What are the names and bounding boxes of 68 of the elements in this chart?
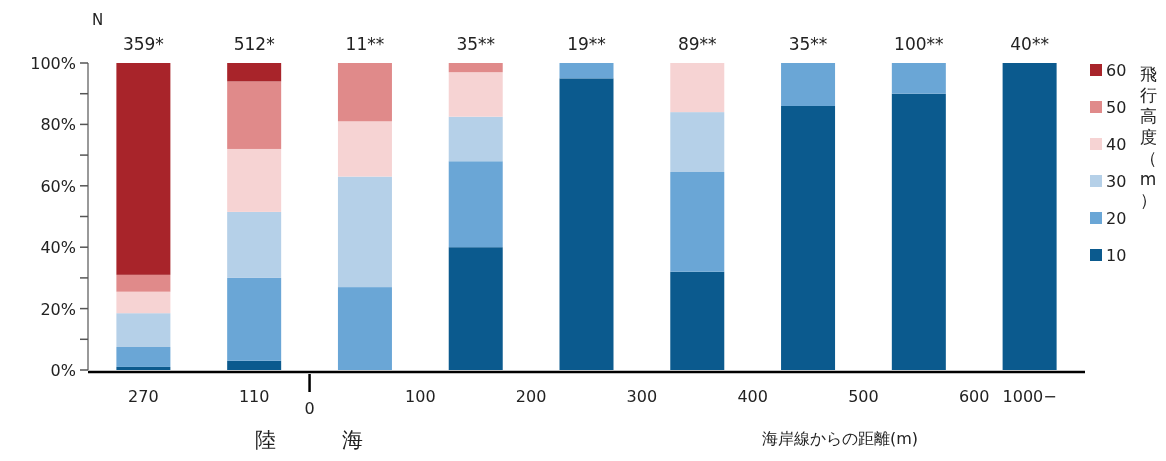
legend-label: 40: [1106, 135, 1127, 154]
bar: [1002, 63, 1057, 370]
bar: [116, 313, 171, 347]
text: 海: [341, 428, 363, 452]
text: 400: [737, 387, 768, 406]
bar: [116, 291, 171, 314]
bar: [448, 161, 503, 248]
text: 89**: [677, 34, 717, 54]
text: 1000−: [1002, 387, 1057, 406]
text: 359*: [122, 34, 164, 54]
legend-label: 50: [1106, 98, 1127, 117]
legend-title: 飛行高度（m）: [1139, 64, 1157, 210]
y-tick-label: 20%: [40, 299, 76, 319]
legend-label: 30: [1106, 172, 1127, 191]
bar: [227, 148, 282, 212]
text: 11**: [345, 34, 385, 54]
y-tick-label: 100%: [30, 54, 76, 73]
bar: [116, 346, 171, 367]
bar: [337, 121, 392, 177]
bar: [448, 63, 503, 73]
text: 19**: [567, 34, 606, 54]
bar: [116, 366, 171, 370]
bar: [670, 112, 725, 172]
text: 100**: [894, 34, 944, 54]
legend-label: 60: [1106, 61, 1127, 80]
bar: [116, 274, 171, 292]
bar: [891, 93, 946, 370]
bar: [448, 247, 503, 370]
bar: [116, 63, 171, 275]
legend-label: 20: [1106, 209, 1127, 228]
y-tick-label: 80%: [40, 115, 76, 135]
bar: [891, 63, 946, 94]
bar: [337, 63, 392, 122]
text: 300: [626, 387, 658, 406]
legend-label: 10: [1106, 246, 1127, 265]
y-tick-label: 0%: [50, 361, 76, 380]
text: 200: [515, 387, 547, 406]
text: 35**: [788, 34, 828, 54]
bar: [227, 360, 282, 370]
bar: [337, 287, 392, 370]
bar: [559, 78, 614, 370]
y-tick-label: 60%: [40, 176, 76, 196]
bar: [227, 277, 282, 361]
bar: [448, 72, 503, 117]
bar: [337, 176, 392, 288]
x-tick-label: 270: [128, 387, 159, 406]
text: 600: [958, 387, 990, 406]
bar: [781, 105, 836, 370]
bar: [227, 211, 282, 278]
text: 35**: [456, 34, 496, 54]
bar: [670, 171, 725, 272]
bar: [670, 271, 725, 370]
text: 500: [848, 387, 879, 406]
bar: [559, 63, 614, 79]
text: 0: [304, 399, 315, 418]
text: 40**: [1010, 34, 1049, 54]
bar: [227, 63, 282, 82]
text: 512*: [233, 34, 275, 54]
bar: [781, 63, 836, 106]
text: N: [92, 11, 104, 29]
y-tick-label: 40%: [40, 238, 76, 258]
x-axis-title: 海岸線からの距離(m): [761, 429, 919, 448]
bar: [670, 63, 725, 113]
x-tick-label: 110: [238, 387, 270, 406]
bar: [227, 81, 282, 149]
bar: [448, 116, 503, 162]
text: 陸: [254, 428, 276, 452]
text: 100: [405, 387, 436, 406]
